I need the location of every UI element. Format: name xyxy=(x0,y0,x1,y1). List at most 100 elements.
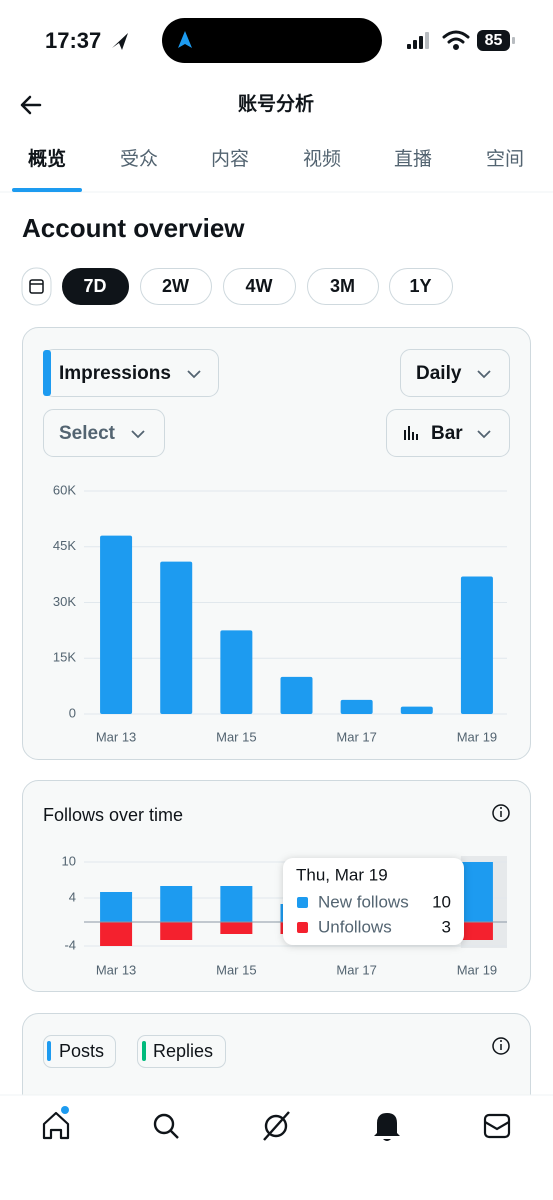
bar xyxy=(340,699,373,714)
bar xyxy=(460,576,493,714)
y-tick-label: 15K xyxy=(53,650,76,665)
tooltip-value: 10 xyxy=(432,892,451,911)
follows-title: Follows over time xyxy=(43,805,183,825)
grok-icon[interactable] xyxy=(263,1111,290,1141)
range-label: 2W xyxy=(162,276,189,296)
location-icon xyxy=(112,33,128,50)
tab-bar: 概览 受众 内容 视频 直播 空间 xyxy=(28,147,524,170)
x-tick-label: Mar 15 xyxy=(216,962,256,977)
calendar-button[interactable] xyxy=(21,267,52,306)
x-tick-label: Mar 17 xyxy=(336,729,376,744)
y-tick-label: 4 xyxy=(69,889,76,904)
tooltip-swatch xyxy=(297,922,308,933)
y-tick-label: 0 xyxy=(69,705,76,720)
bar xyxy=(460,922,493,940)
bar xyxy=(100,922,133,946)
range-pill[interactable] xyxy=(62,268,129,305)
notifications-icon[interactable] xyxy=(374,1113,400,1141)
chevron xyxy=(131,430,145,439)
compare-label: Select xyxy=(59,423,116,444)
legend-label: Posts xyxy=(59,1041,104,1061)
bar xyxy=(220,630,253,714)
bar xyxy=(100,892,133,922)
bar xyxy=(460,862,493,922)
bar xyxy=(100,535,133,714)
status-time: 17:37 xyxy=(45,28,101,53)
bar xyxy=(280,676,313,714)
tooltip-series: Unfollows xyxy=(318,917,392,936)
y-tick-label: 45K xyxy=(53,538,76,553)
info-icon[interactable] xyxy=(492,804,510,822)
wifi-icon xyxy=(442,30,470,50)
dynamic-island xyxy=(162,18,382,63)
y-tick-label: 10 xyxy=(62,853,76,868)
tooltip-swatch xyxy=(297,897,308,908)
tooltip-title: Thu, Mar 19 xyxy=(296,865,388,884)
y-tick-label: 30K xyxy=(53,594,76,609)
range-pill[interactable] xyxy=(307,268,379,305)
messages-icon[interactable] xyxy=(483,1113,511,1139)
home-badge xyxy=(61,1106,69,1114)
range-pill[interactable] xyxy=(140,268,212,305)
interval-dropdown[interactable] xyxy=(400,349,510,397)
section-title: Account overview xyxy=(22,213,245,243)
compare-dropdown[interactable] xyxy=(43,409,165,457)
legend-label: Replies xyxy=(153,1041,213,1061)
battery-tip xyxy=(512,37,515,44)
bottom-nav xyxy=(0,1095,553,1200)
range-selector: 7D 2W 4W 3M 1Y xyxy=(62,268,453,305)
tab[interactable]: 直播 xyxy=(394,148,432,170)
nav-arrow-icon xyxy=(178,31,192,48)
tooltip-series: New follows xyxy=(318,892,409,911)
chevron xyxy=(187,370,201,379)
range-pill[interactable] xyxy=(389,268,453,305)
x-tick-label: Mar 15 xyxy=(216,729,256,744)
bar xyxy=(160,922,193,940)
bar-icon xyxy=(404,426,418,440)
tooltip xyxy=(283,858,464,945)
home-icon[interactable] xyxy=(42,1111,70,1140)
x-tick-label: Mar 19 xyxy=(457,729,497,744)
tab[interactable]: 概览 xyxy=(28,147,66,170)
chart-style-label: Bar xyxy=(431,423,463,444)
tooltip-value: 3 xyxy=(442,917,451,936)
tab-indicator xyxy=(12,188,82,192)
interval-label: Daily xyxy=(416,363,462,384)
legend-chip[interactable] xyxy=(137,1035,226,1068)
tab[interactable]: 空间 xyxy=(486,148,524,170)
range-pill[interactable] xyxy=(223,268,296,305)
x-tick-label: Mar 13 xyxy=(96,729,136,744)
range-label: 7D xyxy=(83,276,106,296)
chart-style-dropdown[interactable] xyxy=(386,409,510,457)
x-tick-label: Mar 17 xyxy=(336,962,376,977)
chevron xyxy=(477,430,491,439)
info-icon[interactable] xyxy=(492,1037,510,1055)
bar xyxy=(400,706,433,714)
follows-chart: -4 4 10 Mar 13 Mar 15 Mar 17 Mar 19 Thu, Mar 19… xyxy=(62,853,507,977)
x-tick-label: Mar 13 xyxy=(96,962,136,977)
tab[interactable]: 视频 xyxy=(303,148,341,170)
range-label: 4W xyxy=(246,276,273,296)
calendar-icon xyxy=(29,279,44,294)
legend-chip[interactable] xyxy=(43,1035,116,1068)
battery-level: 85 xyxy=(485,32,503,49)
range-label: 3M xyxy=(330,276,355,296)
bar xyxy=(160,886,193,922)
tab[interactable]: 受众 xyxy=(120,148,158,170)
metric-label: Impressions xyxy=(59,363,171,384)
y-tick-label: 60K xyxy=(53,482,76,497)
tab[interactable]: 内容 xyxy=(211,148,249,170)
metric-color xyxy=(43,350,51,396)
battery xyxy=(477,30,510,51)
header-title: 账号分析 xyxy=(238,92,314,115)
chevron xyxy=(477,370,491,379)
search-icon[interactable] xyxy=(153,1113,179,1139)
range-label: 1Y xyxy=(409,276,431,296)
bar xyxy=(160,561,193,714)
legend-color xyxy=(47,1041,51,1061)
y-tick-label: -4 xyxy=(64,937,76,952)
impressions-chart: 0 15K 30K 45K 60K Mar 13 Mar 15 Mar 17 Mar 19 xyxy=(53,482,507,744)
back-button[interactable] xyxy=(20,95,42,115)
